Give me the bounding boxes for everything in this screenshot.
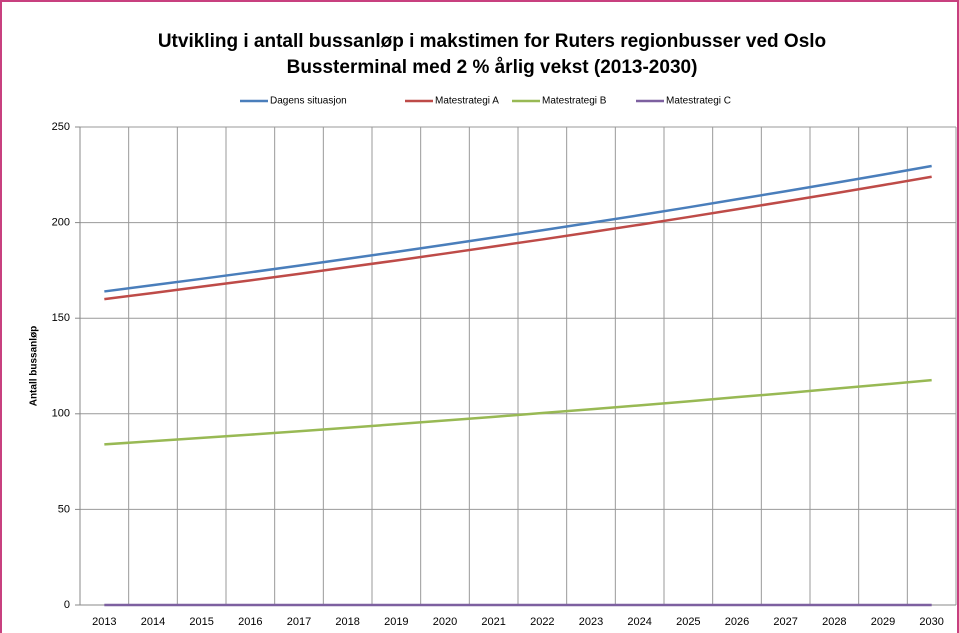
x-tick-label: 2018 (335, 616, 359, 628)
y-tick-label: 100 (52, 408, 70, 420)
y-tick-label: 0 (64, 599, 70, 611)
y-tick-label: 250 (52, 121, 70, 133)
series-line (104, 175, 932, 301)
series-line (104, 164, 932, 293)
x-tick-label: 2024 (627, 616, 651, 628)
chart-title: Utvikling i antall bussanløp i makstimen… (158, 31, 826, 52)
chart-title: Bussterminal med 2 % årlig vekst (2013-2… (287, 57, 698, 78)
x-tick-label: 2022 (530, 616, 554, 628)
x-tick-label: 2029 (871, 616, 895, 628)
x-tick-label: 2025 (676, 616, 700, 628)
x-tick-label: 2021 (481, 616, 505, 628)
x-tick-label: 2017 (287, 616, 311, 628)
x-tick-label: 2023 (579, 616, 603, 628)
y-tick-label: 50 (58, 503, 70, 515)
x-tick-label: 2019 (384, 616, 408, 628)
legend-label: Matestrategi A (435, 96, 499, 107)
x-tick-label: 2030 (919, 616, 943, 628)
x-tick-label: 2028 (822, 616, 846, 628)
x-tick-label: 2026 (725, 616, 749, 628)
legend-label: Dagens situasjon (270, 96, 347, 107)
y-axis-title: Antall bussanløp (29, 326, 40, 407)
x-tick-label: 2027 (773, 616, 797, 628)
y-tick-label: 200 (52, 217, 70, 229)
x-tick-label: 2016 (238, 616, 262, 628)
series-line (104, 378, 932, 446)
x-tick-label: 2015 (189, 616, 213, 628)
y-tick-label: 150 (52, 312, 70, 324)
legend-label: Matestrategi C (666, 96, 731, 107)
x-tick-label: 2014 (141, 616, 165, 628)
x-tick-label: 2013 (92, 616, 116, 628)
x-tick-label: 2020 (433, 616, 457, 628)
legend-label: Matestrategi B (542, 96, 607, 107)
